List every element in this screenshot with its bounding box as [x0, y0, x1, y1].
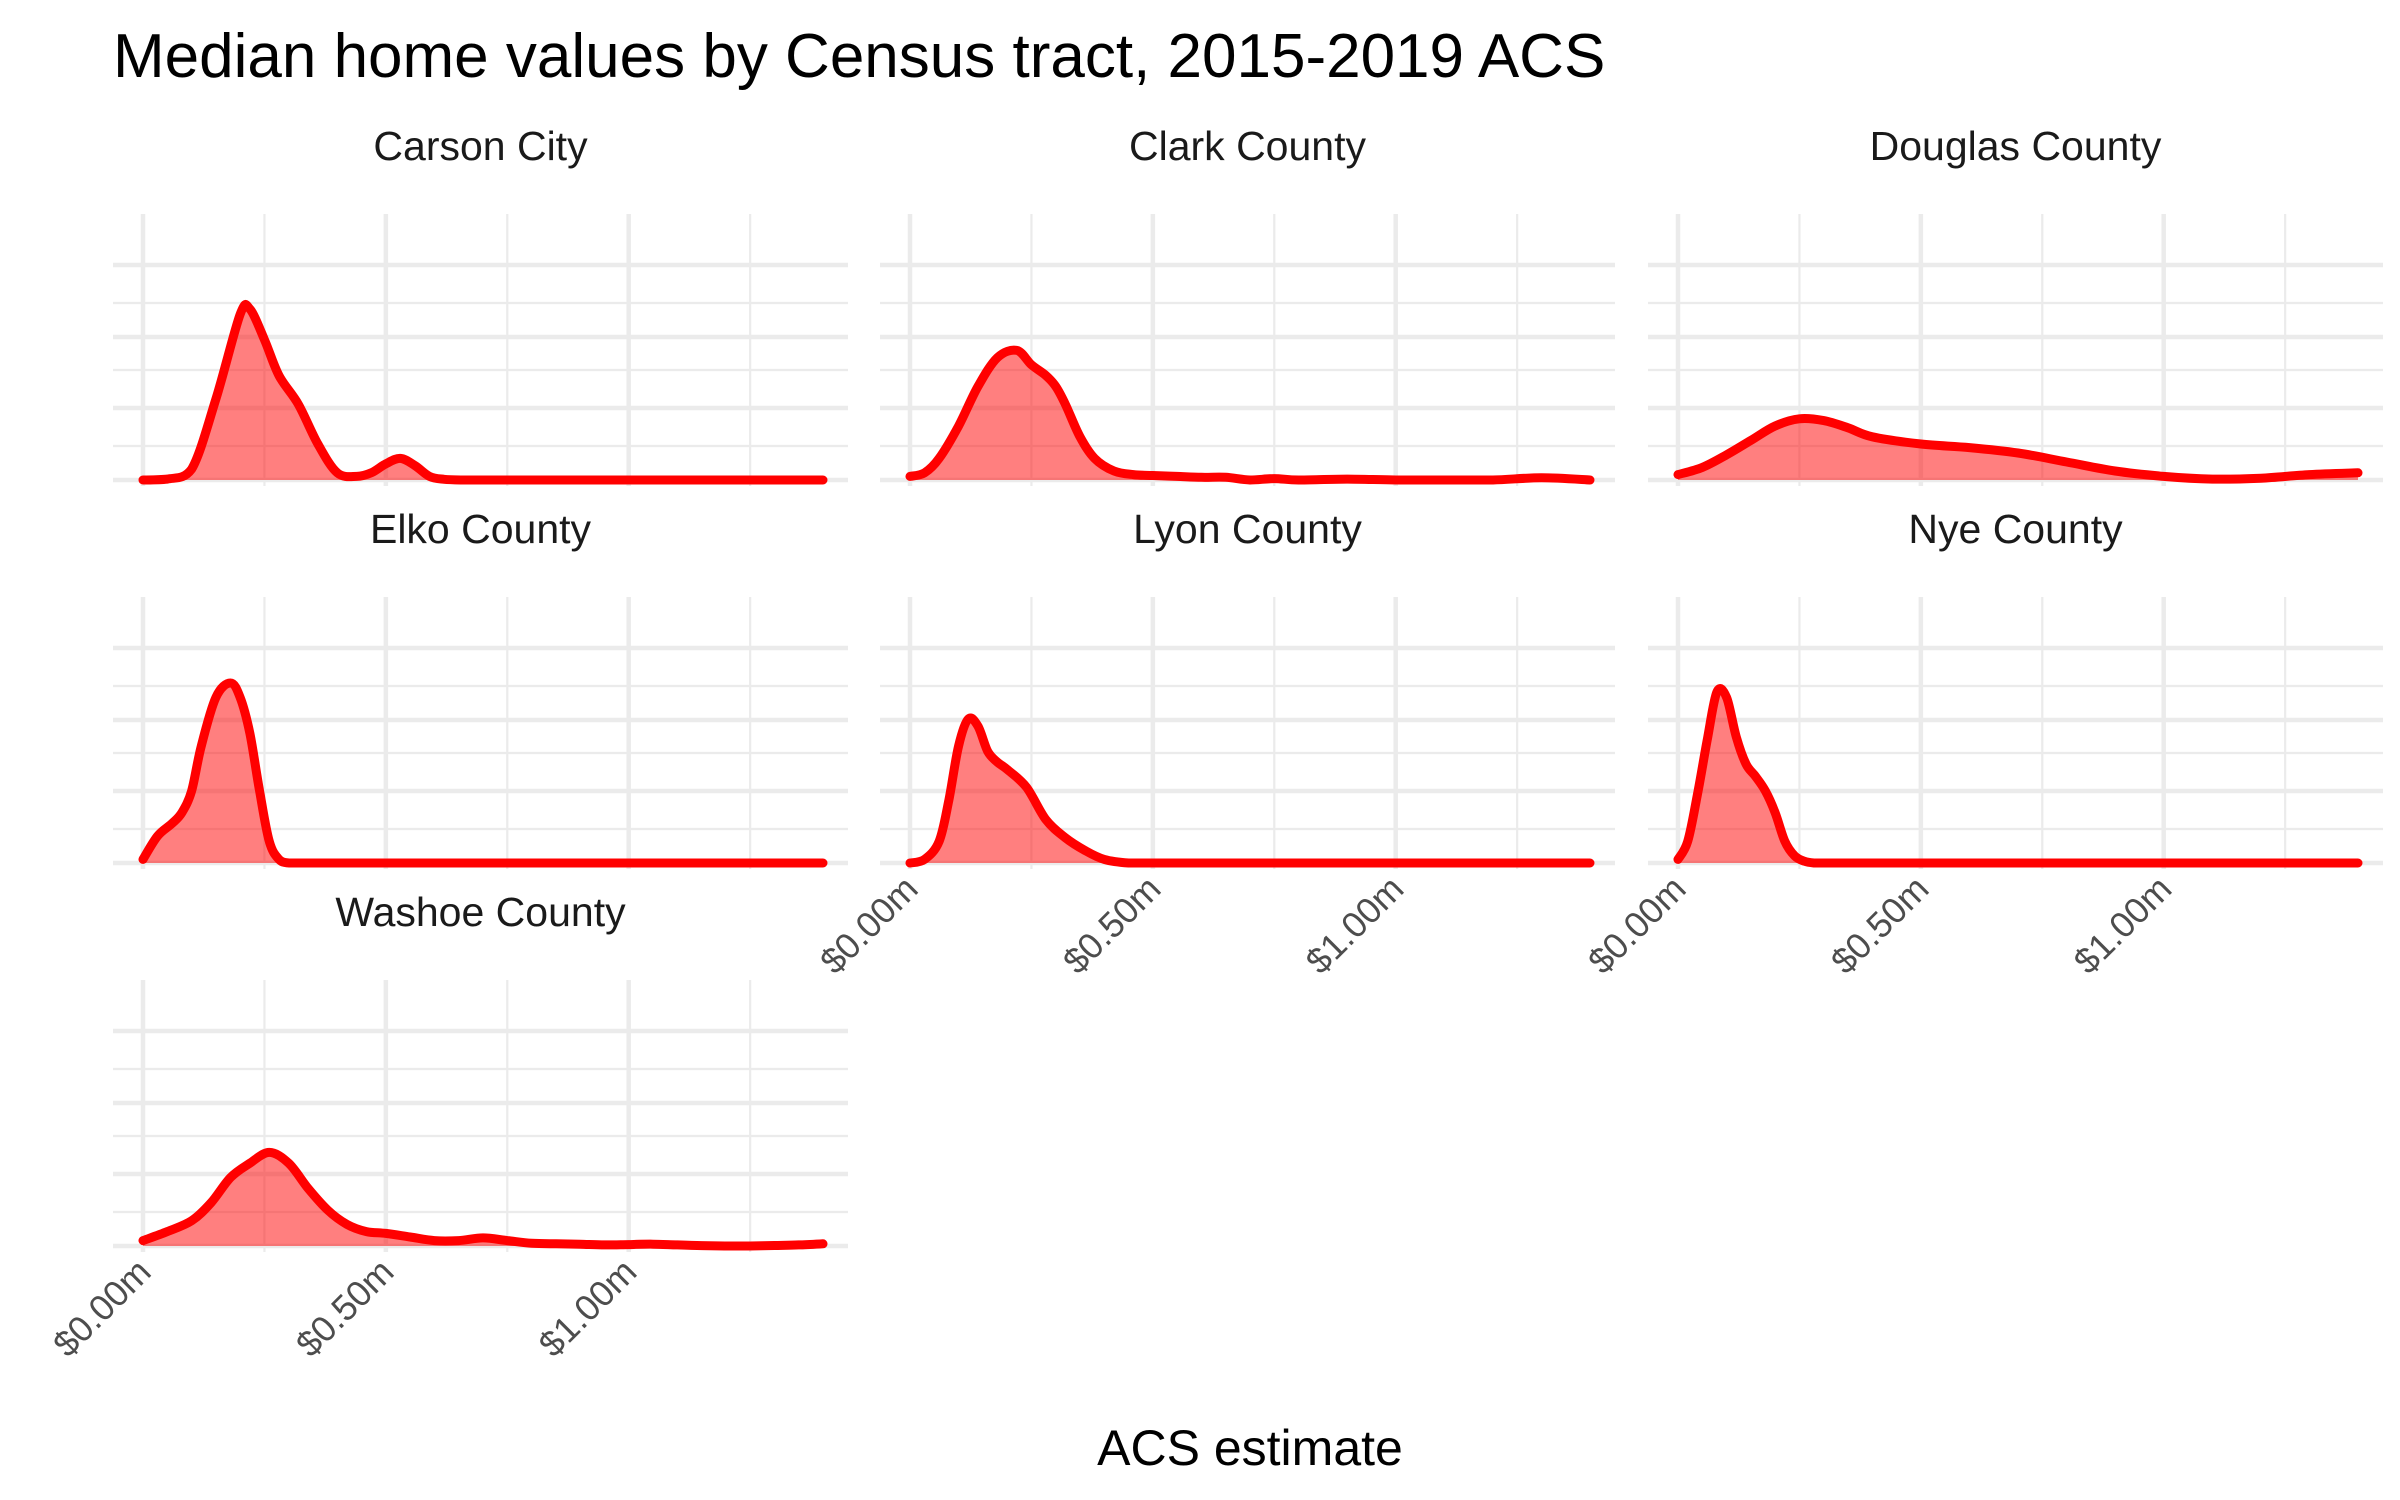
facet-washoe-county: Washoe County $0.00m $0.50m $1.00m — [45, 889, 848, 1365]
x-tick-label: $0.50m — [1823, 868, 1937, 982]
density-line-clark-county — [905, 345, 1595, 485]
x-tick-label: $1.00m — [530, 1251, 644, 1365]
density-line-carson-city — [138, 300, 828, 485]
x-tick-label: $0.00m — [45, 1251, 159, 1365]
density-line-nye-county — [1673, 684, 2363, 868]
x-axis-title: ACS estimate — [1097, 1420, 1403, 1476]
chart-title: Median home values by Census tract, 2015… — [113, 22, 1605, 91]
facet-nye-county: Nye County $0.00m $0.50m $1.00m — [1580, 506, 2383, 982]
x-tick-label: $0.50m — [1055, 868, 1169, 982]
density-area-washoe-county — [143, 1152, 823, 1246]
x-tick-label: $0.00m — [812, 868, 926, 982]
density-area-douglas-county — [1678, 418, 2358, 480]
facet-label-douglas-county: Douglas County — [1870, 123, 2162, 169]
density-area-elko-county — [143, 683, 823, 863]
facet-douglas-county: Douglas County — [1648, 123, 2383, 486]
density-line-elko-county — [138, 678, 828, 868]
facet-lyon-county: Lyon County $0.00m $0.50m $1.00m — [812, 506, 1615, 982]
x-tick-label: $1.00m — [2065, 868, 2179, 982]
density-area-nye-county — [1678, 688, 2358, 863]
density-line-washoe-county — [138, 1147, 828, 1251]
density-line-lyon-county — [905, 713, 1595, 868]
facet-label-lyon-county: Lyon County — [1133, 506, 1362, 552]
density-line-douglas-county — [1673, 413, 2363, 484]
facet-carson-city: Carson City — [113, 123, 848, 486]
facet-elko-county: Elko County — [113, 506, 848, 869]
facet-label-carson-city: Carson City — [373, 123, 588, 169]
x-tick-label: $0.50m — [288, 1251, 402, 1365]
facet-label-clark-county: Clark County — [1129, 123, 1366, 169]
facet-clark-county: Clark County — [880, 123, 1615, 486]
facet-label-nye-county: Nye County — [1908, 506, 2123, 552]
x-tick-label: $1.00m — [1297, 868, 1411, 982]
density-area-clark-county — [910, 350, 1590, 480]
density-area-carson-city — [143, 304, 823, 480]
facet-label-washoe-county: Washoe County — [335, 889, 626, 935]
facet-label-elko-county: Elko County — [370, 506, 592, 552]
facet-panels: Carson City Clark County Douglas County Elk… — [45, 123, 2383, 1365]
x-tick-label: $0.00m — [1580, 868, 1694, 982]
